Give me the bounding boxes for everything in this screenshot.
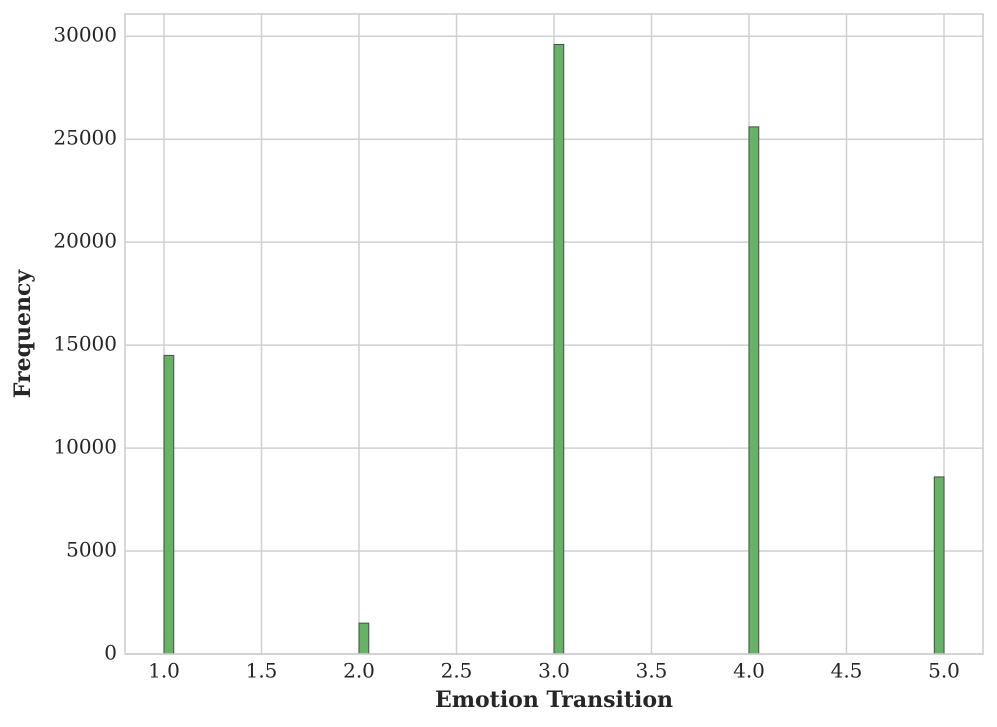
x-tick-label: 2.5: [441, 659, 473, 683]
y-tick-label: 30000: [53, 23, 117, 47]
x-tick-label: 1.0: [148, 659, 180, 683]
y-tick-label: 15000: [53, 332, 117, 356]
bar: [163, 354, 175, 655]
y-tick-label: 5000: [66, 538, 117, 562]
y-tick-label: 25000: [53, 126, 117, 150]
y-axis-title: Frequency: [10, 269, 36, 399]
bar: [358, 622, 370, 655]
bar: [933, 476, 945, 655]
x-tick-label: 2.0: [343, 659, 375, 683]
plot-frame: [124, 13, 984, 655]
x-tick-label: 3.5: [636, 659, 668, 683]
x-tick-label: 3.0: [538, 659, 570, 683]
y-tick-label: 0: [104, 641, 117, 665]
bar: [748, 126, 760, 655]
bar: [553, 43, 565, 655]
y-tick-label: 10000: [53, 435, 117, 459]
y-tick-label: 20000: [53, 229, 117, 253]
x-tick-label: 4.5: [831, 659, 863, 683]
x-tick-label: 1.5: [246, 659, 278, 683]
x-tick-label: 5.0: [928, 659, 960, 683]
bars: [163, 43, 945, 655]
x-axis-title: Emotion Transition: [435, 687, 673, 713]
x-tick-label: 4.0: [733, 659, 765, 683]
